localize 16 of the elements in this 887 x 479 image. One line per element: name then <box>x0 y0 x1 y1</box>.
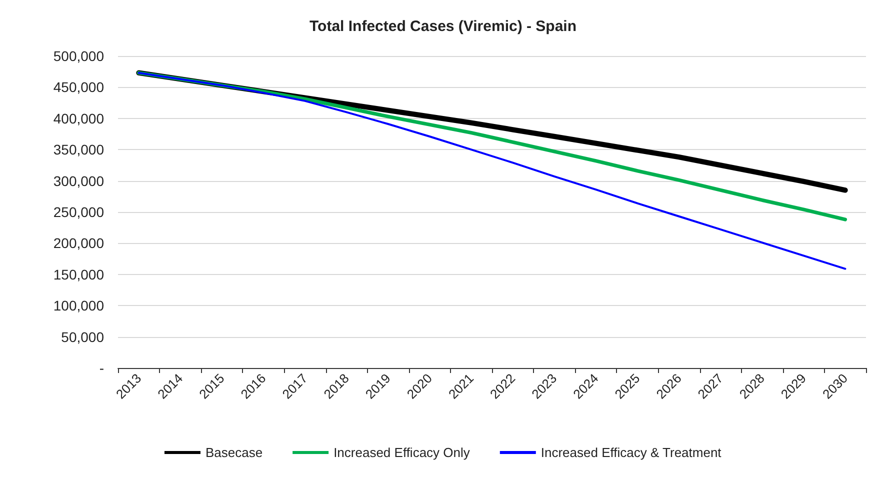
y-tick-label: 200,000 <box>53 235 104 252</box>
y-tick-label: 450,000 <box>53 79 104 96</box>
legend-label: Increased Efficacy & Treatment <box>540 445 722 460</box>
y-tick-label: 400,000 <box>53 110 104 126</box>
line-series <box>138 72 846 270</box>
y-tick-label: - <box>99 360 104 376</box>
y-tick-label: 300,000 <box>53 172 104 189</box>
y-tick-label: 250,000 <box>53 204 104 220</box>
legend-label: Basecase <box>205 445 263 460</box>
y-tick-label: 100,000 <box>53 298 104 314</box>
chart-title: Total Infected Cases (Viremic) - Spain <box>309 18 577 35</box>
y-tick-label: 50,000 <box>61 328 104 345</box>
y-tick-label: 150,000 <box>53 266 104 282</box>
legend-label: Increased Efficacy Only <box>334 445 470 460</box>
y-tick-label: 350,000 <box>53 142 104 158</box>
y-tick-label: 500,000 <box>53 48 104 64</box>
